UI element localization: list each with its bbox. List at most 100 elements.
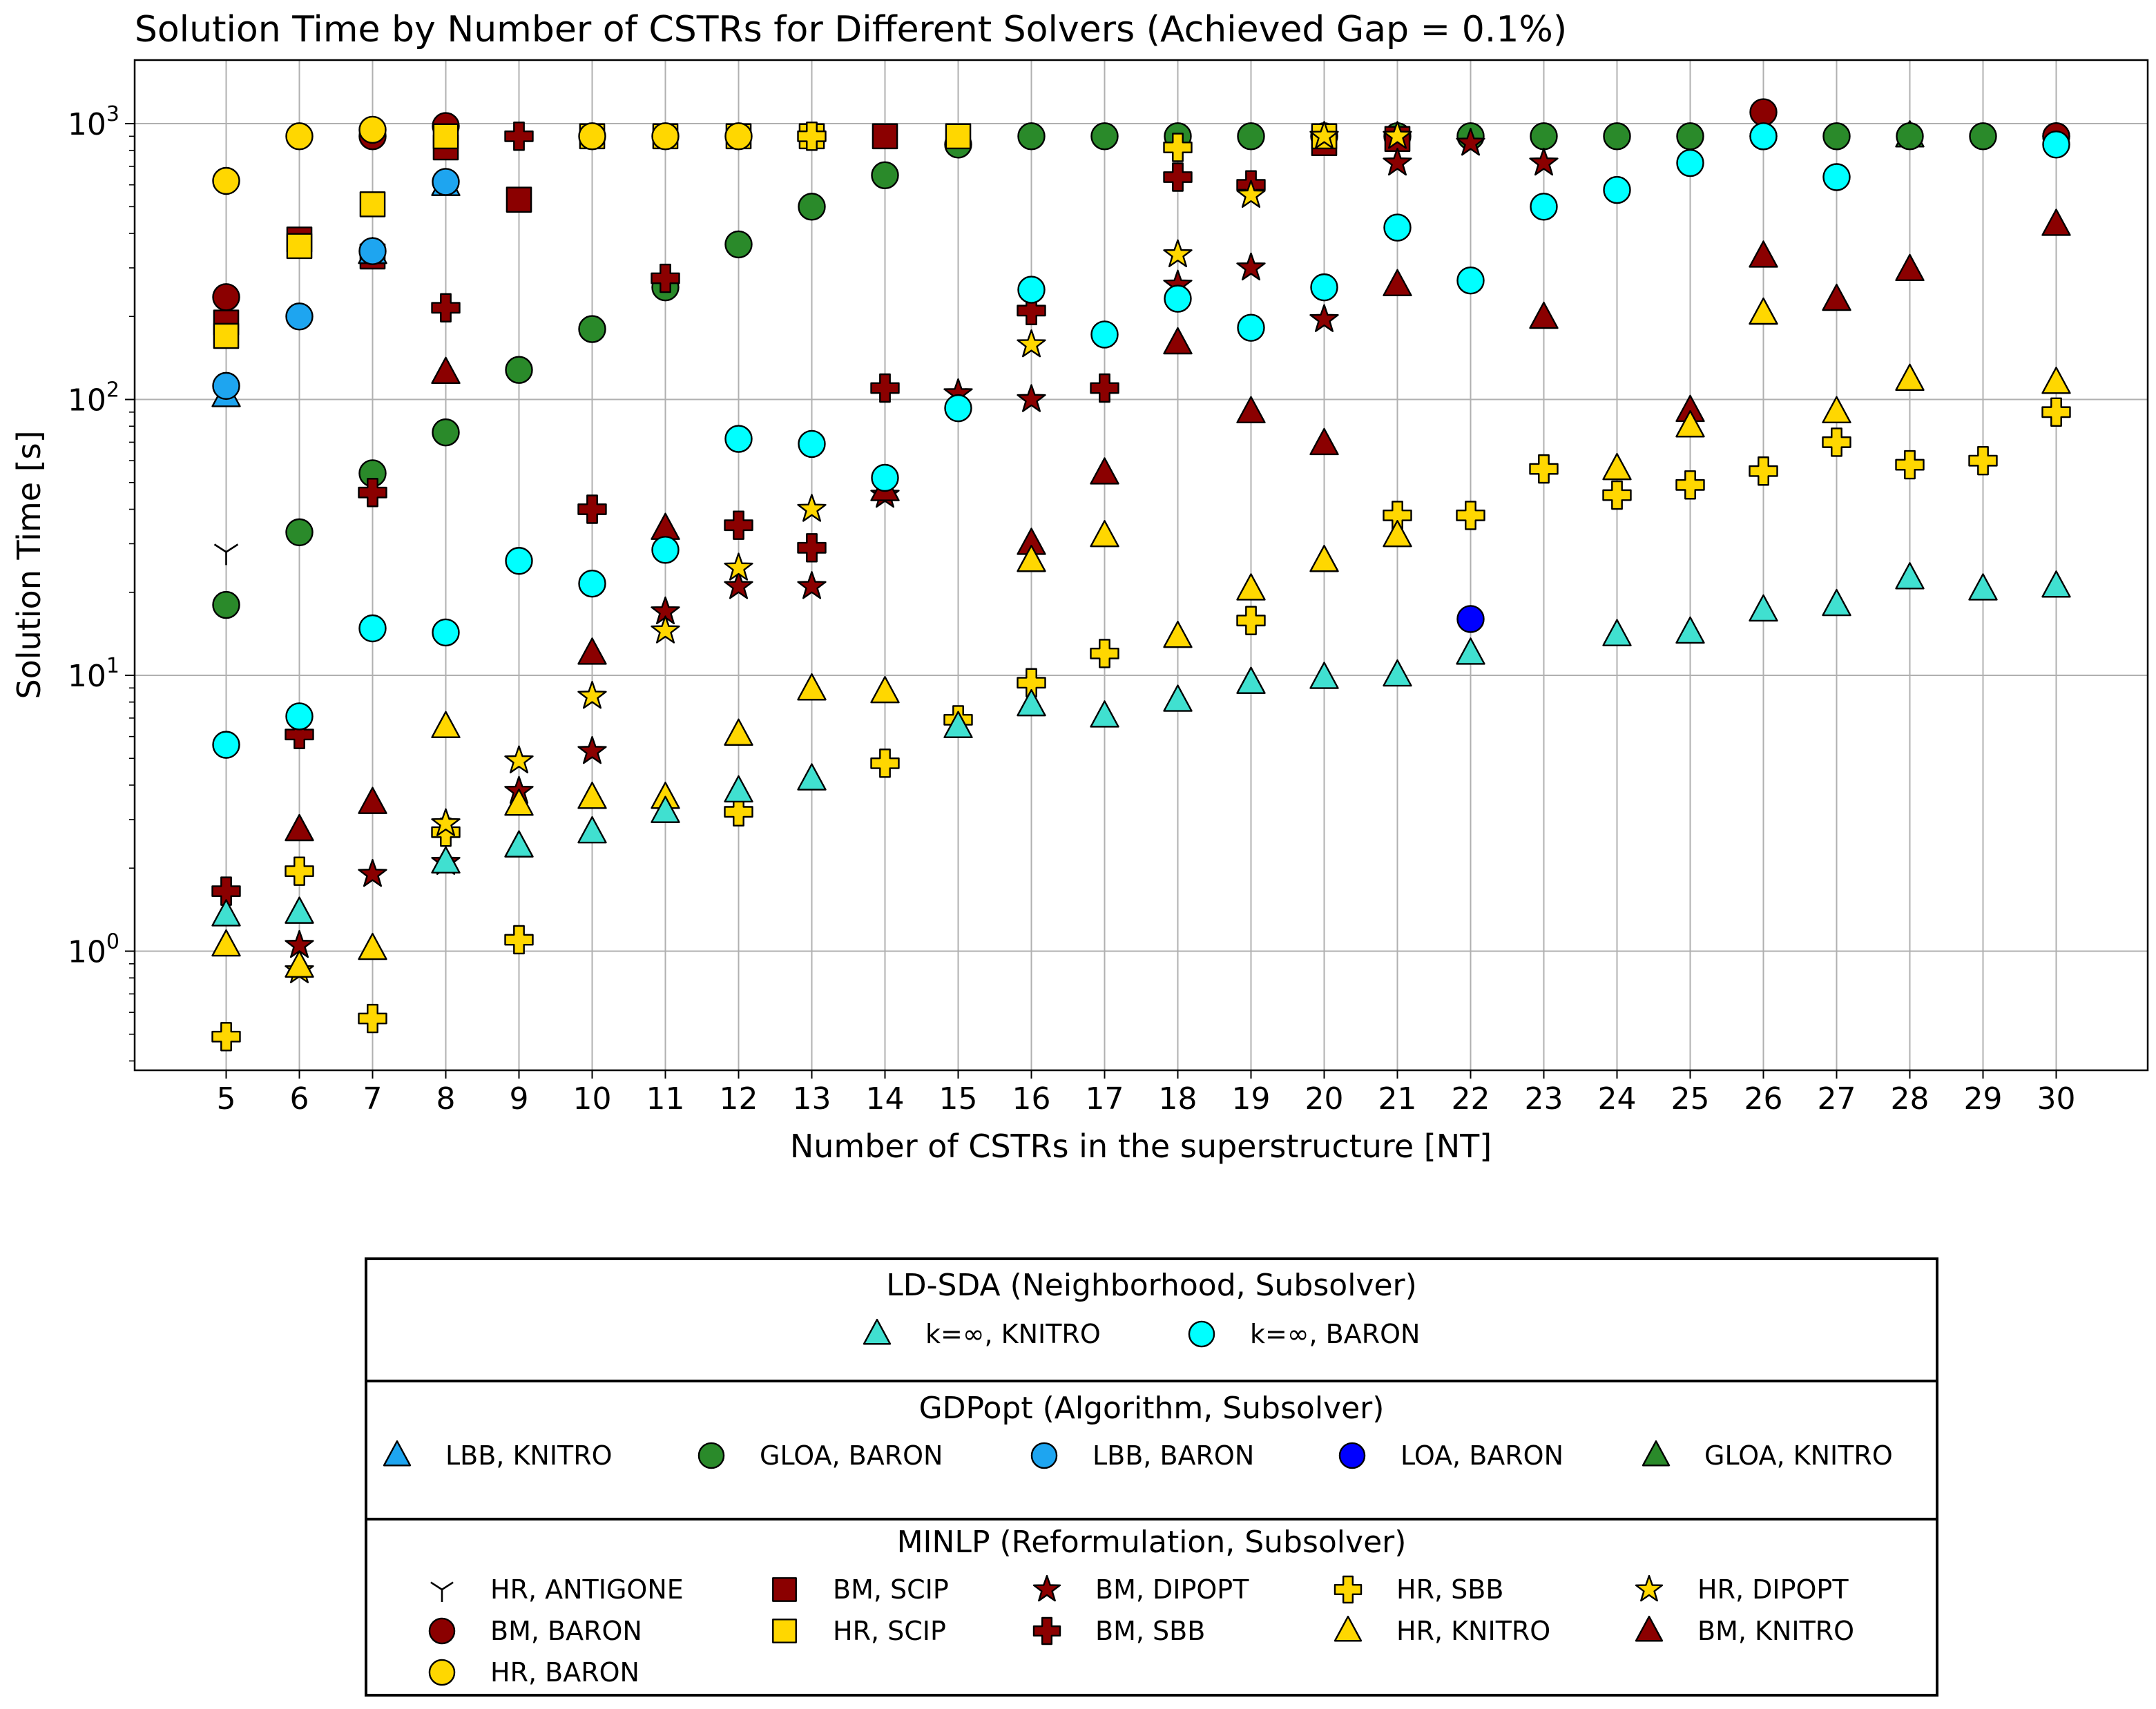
x-tick-label: 9 xyxy=(510,1081,529,1117)
legend-item: BM, DIPOPT xyxy=(1032,1574,1249,1605)
point-hr_knitro xyxy=(1895,363,1925,392)
point-hr_scip xyxy=(213,322,240,349)
point-bm_knitro xyxy=(2041,209,2071,236)
point-ldsda_knitro xyxy=(1383,659,1412,687)
point-hr_knitro xyxy=(797,673,827,701)
point-hr_dipopt xyxy=(1017,329,1046,358)
point-ldsda_baron xyxy=(1017,276,1046,304)
point-gdp_gloa_baron xyxy=(285,518,314,547)
point-ldsda_baron xyxy=(505,547,533,575)
point-ldsda_knitro xyxy=(724,775,753,803)
plot-frame xyxy=(133,59,2149,1072)
point-bm_sbb xyxy=(358,478,387,508)
point-gdp_gloa_baron xyxy=(1237,122,1265,151)
y-tick-label: 103 xyxy=(68,102,119,142)
point-ldsda_baron xyxy=(578,570,606,598)
point-bm_sbb xyxy=(211,876,241,906)
legend-label: LBB, BARON xyxy=(1093,1440,1254,1471)
point-ldsda_knitro xyxy=(797,763,827,791)
point-hr_knitro xyxy=(1749,297,1778,325)
series-hr_knitro xyxy=(211,297,2071,978)
point-ldsda_knitro xyxy=(651,795,680,823)
x-tick-label: 19 xyxy=(1232,1081,1271,1117)
point-ldsda_knitro xyxy=(285,896,314,924)
point-ldsda_baron xyxy=(2042,131,2070,159)
point-bm_sbb xyxy=(724,510,753,540)
legend-item: BM, SBB xyxy=(1032,1616,1205,1646)
series-gdp_loa_baron xyxy=(1456,605,1485,633)
point-hr_knitro xyxy=(724,718,753,746)
chart-title: Solution Time by Number of CSTRs for Dif… xyxy=(135,9,1567,50)
legend-marker-gdp_gloa_baron xyxy=(697,1442,725,1469)
point-hr_knitro xyxy=(431,711,461,738)
x-tick-label: 13 xyxy=(793,1081,831,1117)
point-hr_sbb xyxy=(358,1003,387,1034)
point-gdp_gloa_baron xyxy=(212,590,240,619)
x-tick-label: 10 xyxy=(573,1081,612,1117)
point-hr_sbb xyxy=(1236,606,1266,635)
x-tick-label: 28 xyxy=(1891,1081,1929,1117)
series-bm_knitro xyxy=(285,209,2071,842)
point-bm_knitro xyxy=(1822,283,1851,311)
point-ldsda_knitro xyxy=(1675,616,1705,644)
point-hr_knitro xyxy=(1602,452,1632,481)
point-hr_dipopt xyxy=(577,681,607,709)
series-bm_sbb xyxy=(211,122,1266,906)
point-bm_dipopt xyxy=(577,735,607,764)
point-hr_scip xyxy=(432,123,459,150)
point-hr_scip xyxy=(945,123,972,150)
x-tick-label: 21 xyxy=(1378,1081,1417,1117)
point-gdp_gloa_baron xyxy=(1896,122,1924,151)
point-bm_knitro xyxy=(1090,457,1119,485)
legend-label: GLOA, BARON xyxy=(760,1440,943,1471)
point-ldsda_knitro xyxy=(1895,562,1925,590)
point-gdp_gloa_baron xyxy=(1603,122,1631,151)
x-tick-label: 27 xyxy=(1818,1081,1856,1117)
marker-stroke xyxy=(225,543,239,553)
point-hr_knitro xyxy=(504,788,534,816)
series-bm_baron xyxy=(212,98,2070,311)
legend: LD-SDA (Neighborhood, Subsolver) k=∞, KNI… xyxy=(365,1257,1938,1697)
x-axis-label: Number of CSTRs in the superstructure [N… xyxy=(790,1128,1492,1165)
legend-label: k=∞, KNITRO xyxy=(925,1319,1101,1349)
series-gdp_gloa_baron xyxy=(212,122,2070,619)
point-bm_knitro xyxy=(358,786,387,814)
point-hr_sbb xyxy=(1017,668,1046,697)
point-ldsda_baron xyxy=(1822,163,1851,191)
legend-item: LBB, KNITRO xyxy=(383,1440,613,1471)
point-gdp_lbb_baron xyxy=(212,371,240,400)
point-hr_knitro xyxy=(1236,573,1266,601)
point-hr_knitro xyxy=(2041,367,2071,394)
point-bm_knitro xyxy=(651,512,680,540)
series-hr_antigone xyxy=(213,543,239,566)
series-ldsda_baron xyxy=(212,122,2070,759)
legend-marker-gdp_lbb_baron xyxy=(1030,1442,1058,1469)
point-bm_dipopt xyxy=(1383,147,1412,176)
legend-label: GLOA, KNITRO xyxy=(1704,1440,1893,1471)
point-hr_baron xyxy=(285,122,314,151)
point-hr_dipopt xyxy=(1236,180,1266,208)
x-tick-label: 26 xyxy=(1744,1081,1783,1117)
legend-item: HR, SBB xyxy=(1334,1574,1503,1605)
point-bm_knitro xyxy=(1529,301,1559,329)
point-gdp_gloa_baron xyxy=(1090,122,1119,151)
x-tick-label: 8 xyxy=(436,1081,456,1117)
legend-marker-bm_baron xyxy=(428,1617,456,1645)
point-gdp_lbb_baron xyxy=(358,237,387,265)
point-ldsda_baron xyxy=(1090,320,1119,349)
point-hr_sbb xyxy=(1749,456,1778,486)
y-tick-label: 100 xyxy=(68,930,119,970)
legend-marker-gdp_gloa_knitro xyxy=(1642,1440,1671,1467)
point-bm_sbb xyxy=(651,263,680,293)
point-hr_dipopt xyxy=(1383,121,1412,149)
point-ldsda_baron xyxy=(1383,213,1412,242)
series-hr_sbb xyxy=(211,122,2071,1052)
legend-marker-hr_dipopt xyxy=(1635,1574,1664,1602)
point-hr_baron xyxy=(358,115,387,144)
legend-label: HR, ANTIGONE xyxy=(490,1574,684,1605)
legend-item: HR, DIPOPT xyxy=(1635,1574,1849,1605)
point-gdp_gloa_baron xyxy=(1676,122,1704,151)
legend-label: BM, BARON xyxy=(490,1616,642,1646)
legend-item: HR, BARON xyxy=(428,1657,639,1688)
